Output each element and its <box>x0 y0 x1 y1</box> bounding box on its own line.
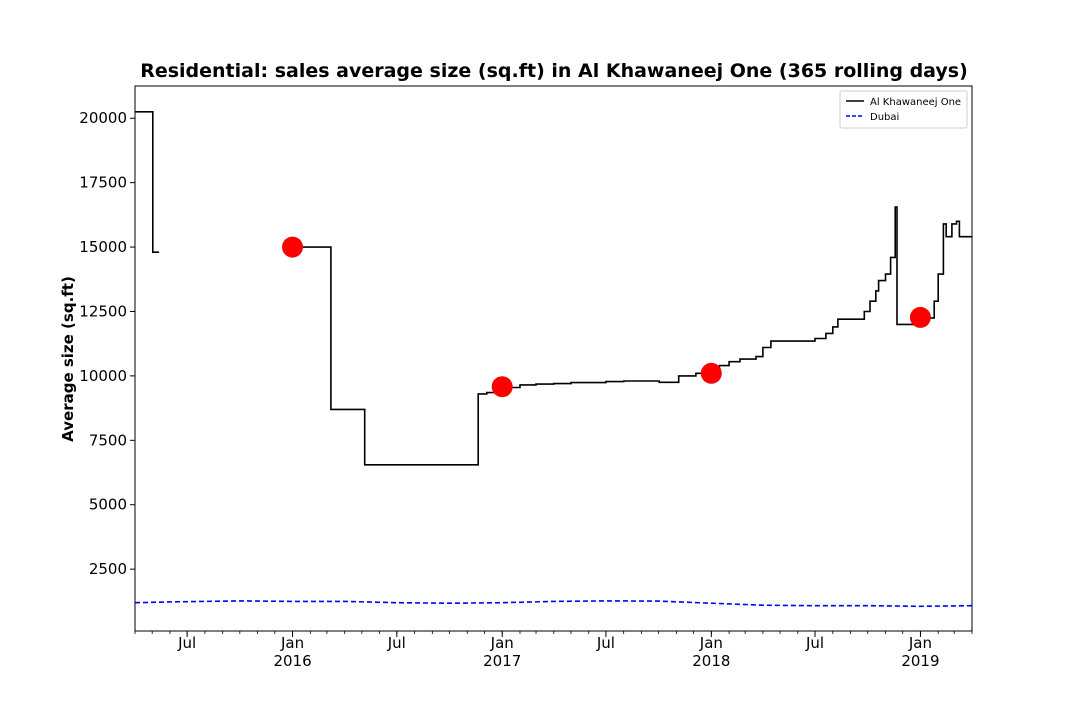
x-tick-label: Jan <box>280 634 304 652</box>
y-tick-label: 2500 <box>89 560 127 578</box>
series-line-al-khawaneej-one-1 <box>292 206 972 466</box>
highlight-marker-3 <box>909 306 931 328</box>
x-tick-year-label: 2017 <box>483 652 521 670</box>
highlight-marker-0 <box>282 236 303 258</box>
y-tick-label: 12500 <box>79 302 127 320</box>
legend-label-dubai: Dubai <box>870 112 899 123</box>
series-line-dubai-0 <box>134 600 973 608</box>
x-tick-label: Jan <box>490 634 514 652</box>
y-tick-label: 17500 <box>79 174 127 192</box>
legend-box <box>839 90 968 129</box>
x-tick-label: Jan <box>908 634 932 652</box>
highlight-marker-2 <box>700 362 722 384</box>
series-line-al-khawaneej-one-0 <box>135 111 160 253</box>
x-tick-label: Jan <box>699 634 723 652</box>
x-tick-label: Jul <box>805 634 824 652</box>
plot-frame <box>134 85 973 632</box>
legend-label-al-khawaneej-one: Al Khawaneej One <box>870 97 961 108</box>
highlight-marker-1 <box>491 376 513 398</box>
chart-title: Residential: sales average size (sq.ft) … <box>140 60 968 82</box>
x-tick-label: Jul <box>387 634 406 652</box>
y-tick-label: 15000 <box>79 238 127 256</box>
x-tick-label: Jul <box>596 634 615 652</box>
x-tick-year-label: 2019 <box>901 652 939 670</box>
y-tick-label: 20000 <box>79 109 127 127</box>
x-tick-year-label: 2018 <box>692 652 730 670</box>
y-tick-label: 7500 <box>89 431 127 449</box>
y-tick-label: 10000 <box>79 367 127 385</box>
x-tick-label: Jul <box>177 634 196 652</box>
y-tick-label: 5000 <box>89 496 127 514</box>
x-tick-year-label: 2016 <box>273 652 311 670</box>
